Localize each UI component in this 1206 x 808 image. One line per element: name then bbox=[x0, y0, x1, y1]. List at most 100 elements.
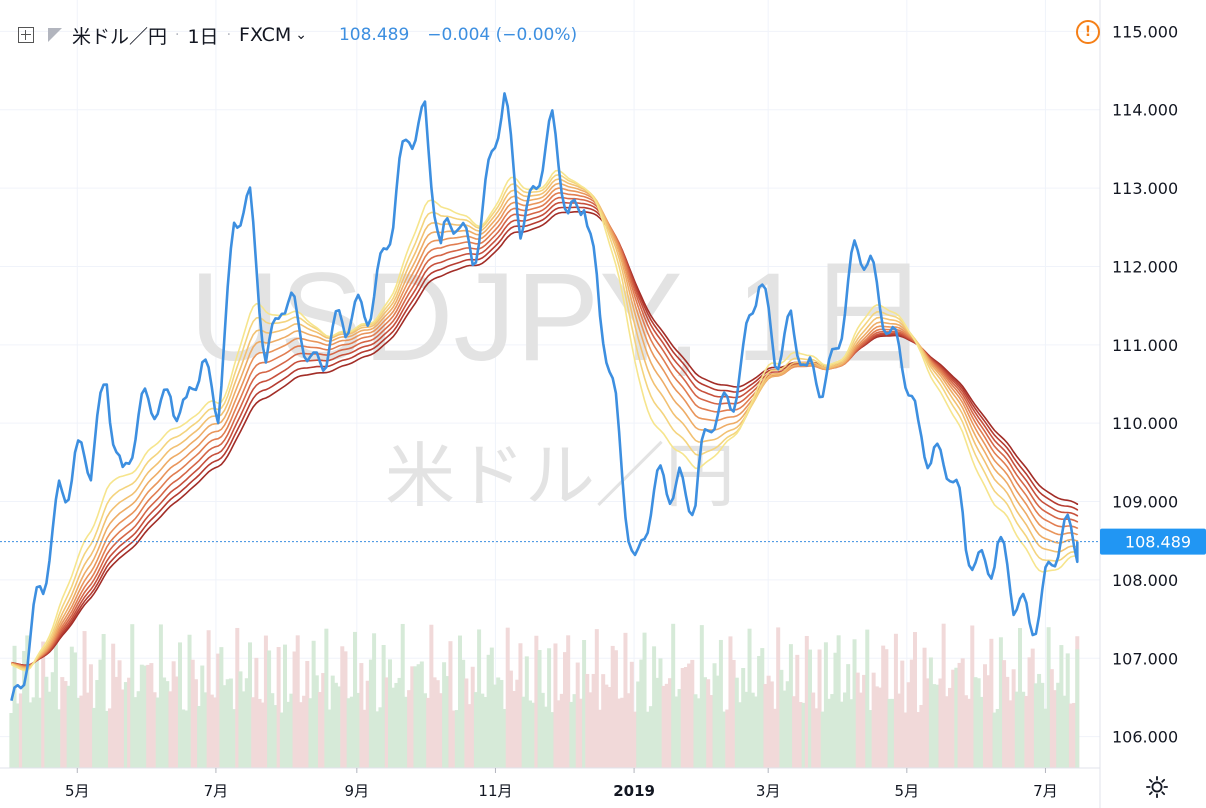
volume-bar bbox=[222, 685, 227, 768]
volume-bar bbox=[397, 677, 402, 768]
volume-bar bbox=[909, 659, 914, 768]
volume-bar bbox=[703, 677, 707, 768]
ema-line bbox=[10, 169, 1079, 672]
volume-bar bbox=[260, 702, 265, 768]
volume-bar bbox=[298, 702, 303, 768]
volume-bar bbox=[117, 660, 122, 768]
volume-bar bbox=[569, 701, 574, 768]
volume-bar bbox=[375, 711, 380, 768]
volume-bar bbox=[760, 648, 765, 768]
volume-bar bbox=[865, 629, 870, 768]
volume-bar bbox=[601, 674, 606, 768]
volume-bar bbox=[779, 669, 784, 768]
volume-bar bbox=[804, 635, 809, 768]
exchange-label[interactable]: FXCM bbox=[239, 24, 292, 46]
volume-bar bbox=[515, 679, 520, 768]
volume-bar bbox=[228, 678, 233, 768]
volume-bar bbox=[808, 649, 812, 768]
volume-bar bbox=[162, 677, 167, 768]
volume-bar bbox=[407, 690, 412, 768]
volume-bar bbox=[190, 659, 195, 768]
volume-bar bbox=[986, 675, 991, 768]
volume-bar bbox=[852, 639, 857, 768]
volume-bar bbox=[1040, 682, 1045, 768]
settings-gear-icon[interactable] bbox=[1146, 776, 1168, 798]
volume-bar bbox=[69, 646, 74, 768]
collapse-legend-icon[interactable] bbox=[18, 27, 34, 43]
volume-bar bbox=[276, 647, 281, 768]
volume-bar bbox=[566, 635, 571, 768]
volume-bar bbox=[200, 665, 205, 768]
volume-bar bbox=[394, 682, 399, 768]
volume-bar bbox=[1072, 702, 1077, 768]
volume-bar bbox=[998, 637, 1003, 768]
symbol-name[interactable]: 米ドル／円 bbox=[72, 25, 168, 48]
grid bbox=[0, 0, 1100, 768]
volume-bar bbox=[995, 709, 1000, 768]
volume-bar bbox=[477, 629, 482, 768]
volume-bar bbox=[461, 659, 466, 768]
time-tick-label: 11月 bbox=[478, 782, 512, 800]
volume-bar bbox=[973, 677, 978, 768]
volume-bar bbox=[480, 693, 485, 768]
volume-bar bbox=[970, 625, 975, 768]
volume-bar bbox=[1053, 690, 1057, 768]
volume-bar bbox=[773, 708, 777, 768]
volume-bar bbox=[976, 678, 981, 768]
volume-bar bbox=[636, 681, 641, 768]
price-axis[interactable]: 115.000 114.000 113.000 112.000 111.000 110.0… bbox=[1112, 22, 1178, 746]
price-tick-label: 114.000 bbox=[1112, 101, 1178, 120]
ema-line bbox=[11, 187, 1079, 668]
volume-bar bbox=[992, 712, 997, 768]
volume-bar bbox=[267, 650, 272, 768]
volume-bar bbox=[330, 675, 335, 768]
volume-bar bbox=[473, 692, 478, 768]
volume-bar bbox=[629, 661, 634, 768]
time-tick-label: 9月 bbox=[345, 782, 370, 800]
volume-bar bbox=[827, 698, 832, 768]
price-line[interactable] bbox=[10, 92, 1079, 701]
volume-bar bbox=[18, 693, 23, 768]
volume-bar bbox=[445, 676, 450, 768]
volume-bar bbox=[324, 628, 329, 768]
price-tick-label: 109.000 bbox=[1112, 493, 1178, 512]
volume-bar bbox=[158, 624, 163, 768]
volume-bar bbox=[712, 663, 717, 768]
volume-bar bbox=[295, 635, 300, 768]
volume-bar bbox=[782, 690, 787, 768]
volume-bar bbox=[671, 623, 676, 768]
volume-bar bbox=[607, 687, 612, 768]
volume-bar bbox=[257, 698, 262, 768]
volume-bar bbox=[165, 681, 170, 768]
volume-bar bbox=[798, 702, 803, 768]
volume-bar bbox=[178, 642, 182, 768]
volume-bar bbox=[613, 650, 618, 768]
volume-bar bbox=[66, 685, 71, 768]
volume-bar bbox=[693, 694, 698, 768]
volume-bar bbox=[604, 684, 609, 768]
volume-bar bbox=[1005, 676, 1010, 768]
volume-bar bbox=[343, 651, 348, 768]
volume-bar bbox=[152, 692, 157, 768]
volume-bar bbox=[766, 675, 771, 768]
volume-bar bbox=[718, 639, 723, 768]
time-axis[interactable]: 5月 7月 9月 11月 2019 3月 5月 7月 bbox=[65, 768, 1058, 800]
flag-icon[interactable] bbox=[48, 28, 62, 42]
volume-bar bbox=[403, 696, 408, 768]
volume-bar bbox=[73, 652, 77, 768]
volume-bar bbox=[893, 633, 898, 768]
warning-icon[interactable]: ! bbox=[1076, 20, 1100, 44]
volume-bar bbox=[582, 640, 587, 768]
volume-bar bbox=[690, 659, 695, 768]
volume-bar bbox=[878, 687, 882, 768]
volume-bar bbox=[120, 689, 125, 768]
interval-label[interactable]: 1日 bbox=[187, 25, 219, 48]
volume-bar bbox=[181, 709, 186, 768]
volume-bar bbox=[9, 713, 14, 768]
chevron-down-icon[interactable]: ⌄ bbox=[295, 27, 307, 43]
volume-bar bbox=[232, 709, 237, 768]
volume-bar bbox=[1037, 673, 1042, 768]
volume-bar bbox=[769, 681, 774, 768]
volume-bar bbox=[543, 706, 548, 768]
